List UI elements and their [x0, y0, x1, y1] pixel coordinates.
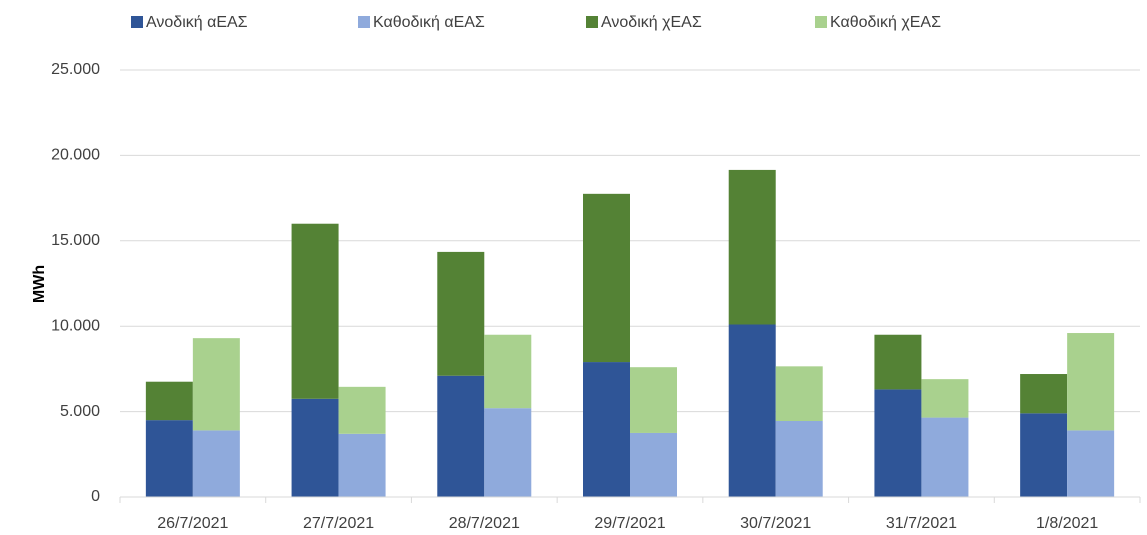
bar	[291, 398, 339, 497]
x-tick-label: 1/8/2021	[1036, 515, 1098, 532]
legend-swatch	[131, 16, 143, 28]
x-tick-label: 30/7/2021	[740, 515, 811, 532]
bar	[484, 408, 532, 497]
bar	[437, 251, 485, 376]
bar	[484, 334, 532, 409]
x-tick-label: 29/7/2021	[594, 515, 665, 532]
bar	[291, 223, 339, 399]
legend-label: Ανοδική αΕΑΣ	[146, 14, 248, 31]
bar	[775, 366, 823, 421]
bar	[338, 386, 386, 434]
bar	[145, 420, 193, 497]
bar	[728, 169, 776, 325]
bar	[437, 375, 485, 497]
y-tick-label: 0	[91, 488, 100, 505]
legend-label: Καθοδική αΕΑΣ	[373, 14, 485, 31]
y-tick-label: 15.000	[51, 232, 100, 249]
bar	[1020, 374, 1068, 414]
bar	[728, 324, 776, 497]
legend-swatch	[586, 16, 598, 28]
bar	[338, 433, 386, 497]
legend-swatch	[358, 16, 370, 28]
y-tick-label: 20.000	[51, 147, 100, 164]
x-tick-label: 28/7/2021	[449, 515, 520, 532]
bar	[921, 379, 969, 418]
bar	[874, 334, 922, 390]
bar	[192, 430, 240, 497]
bar	[192, 338, 240, 431]
bar	[921, 417, 969, 497]
y-axis-label: MWh	[31, 265, 48, 303]
x-tick-label: 26/7/2021	[157, 515, 228, 532]
bar	[775, 420, 823, 497]
bar	[145, 381, 193, 421]
x-tick-label: 31/7/2021	[886, 515, 957, 532]
y-tick-label: 10.000	[51, 317, 100, 334]
bar	[1067, 333, 1115, 431]
legend-label: Καθοδική χΕΑΣ	[830, 14, 941, 31]
legend-label: Ανοδική χΕΑΣ	[601, 14, 702, 31]
bar	[630, 432, 677, 497]
y-tick-label: 5.000	[60, 403, 100, 420]
y-tick-label: 25.000	[51, 61, 100, 78]
bar	[874, 389, 922, 497]
bar	[1067, 430, 1115, 497]
x-tick-label: 27/7/2021	[303, 515, 374, 532]
legend-swatch	[815, 16, 827, 28]
bar	[583, 362, 630, 497]
bar	[1020, 413, 1068, 497]
bar	[630, 367, 677, 433]
bar	[583, 193, 630, 363]
